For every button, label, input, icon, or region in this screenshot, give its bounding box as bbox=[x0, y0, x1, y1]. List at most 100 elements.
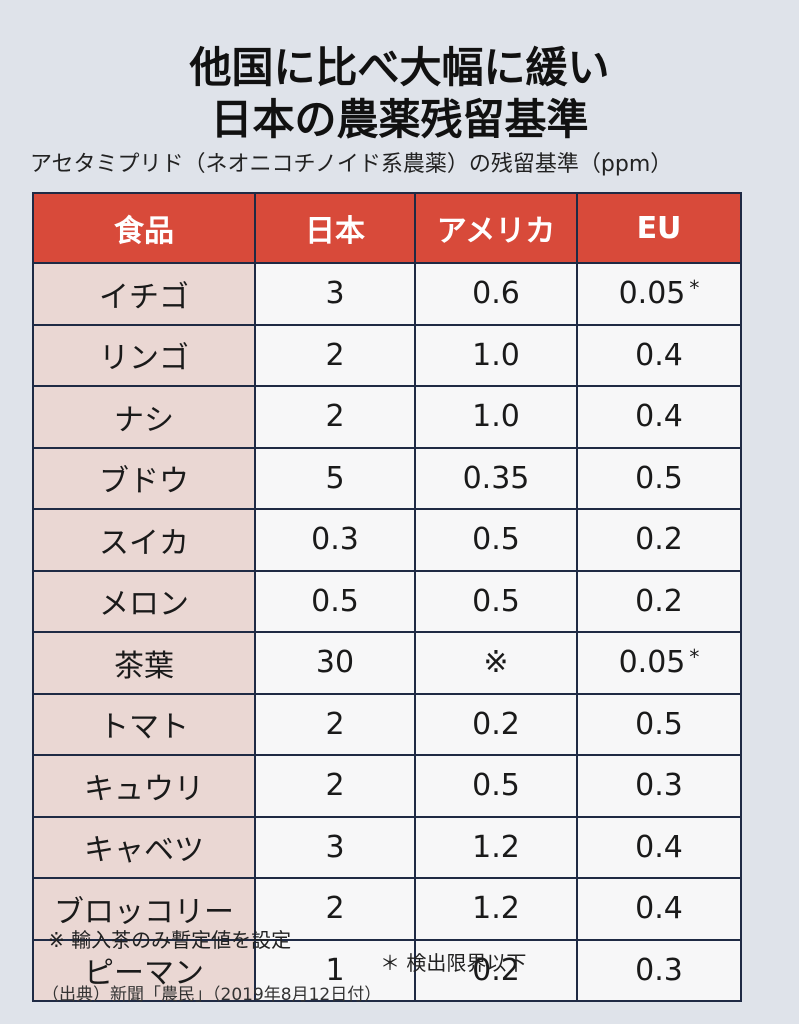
food-cell-text: ピーマン bbox=[84, 956, 204, 992]
food-cell-text: ブロッコリー bbox=[54, 894, 234, 930]
japan-value-cell: 30 bbox=[254, 631, 416, 695]
food-cell: ピーマン bbox=[32, 938, 256, 1002]
food-cell-text: ナシ bbox=[114, 402, 174, 438]
header-food: 食品 bbox=[32, 192, 256, 264]
japan-value-cell: 2 bbox=[254, 323, 416, 387]
table-row: スイカ 0.3 0.5 0.2 bbox=[32, 508, 742, 572]
usa-value-cell: 1.0 bbox=[414, 323, 578, 387]
eu-value-cell-text: 0.4 bbox=[635, 399, 683, 435]
eu-value-cell-text: 0.4 bbox=[635, 337, 683, 373]
page-title: 他国に比べ大幅に緩い 日本の農薬残留基準 bbox=[0, 42, 799, 146]
usa-value-cell-text: 0.5 bbox=[472, 768, 520, 804]
eu-value-cell-text: 0.2 bbox=[635, 522, 683, 558]
eu-value-cell-text: 0.4 bbox=[635, 891, 683, 927]
eu-value-cell: 0.5 bbox=[576, 692, 742, 756]
eu-value-cell: 0.05 * bbox=[576, 631, 742, 695]
japan-value-cell: 3 bbox=[254, 815, 416, 879]
usa-value-cell-text: 0.2 bbox=[472, 706, 520, 742]
table-row: ナシ 2 1.0 0.4 bbox=[32, 385, 742, 449]
eu-value-cell-text: 0.5 bbox=[635, 460, 683, 496]
eu-value-cell: 0.3 bbox=[576, 754, 742, 818]
food-cell: ブドウ bbox=[32, 446, 256, 510]
usa-value-cell: 0.5 bbox=[414, 754, 578, 818]
usa-value-cell: 0.5 bbox=[414, 569, 578, 633]
japan-value-cell: 3 bbox=[254, 262, 416, 326]
header-eu: EU bbox=[576, 192, 742, 264]
usa-value-cell: 1.0 bbox=[414, 385, 578, 449]
usa-value-cell-text: 0.6 bbox=[472, 276, 520, 312]
usa-value-cell-text: 0.2 bbox=[472, 952, 520, 988]
usa-value-cell: 0.6 bbox=[414, 262, 578, 326]
japan-value-cell-text: 2 bbox=[325, 706, 345, 742]
eu-value-cell: 0.4 bbox=[576, 323, 742, 387]
japan-value-cell-text: 3 bbox=[325, 276, 345, 312]
eu-value-cell-text: 0.05 bbox=[618, 276, 686, 312]
eu-value-cell: 0.4 bbox=[576, 877, 742, 941]
footnote-detection-limit: ＊ 検出限界以下 bbox=[380, 951, 527, 975]
eu-value-cell-text: 0.2 bbox=[635, 583, 683, 619]
japan-value-cell-text: 0.5 bbox=[311, 583, 359, 619]
japan-value-cell-text: 0.3 bbox=[311, 522, 359, 558]
usa-value-cell-text: 1.0 bbox=[472, 399, 520, 435]
japan-value-cell: 0.5 bbox=[254, 569, 416, 633]
food-cell-text: 茶葉 bbox=[114, 648, 174, 684]
japan-value-cell-text: 2 bbox=[325, 337, 345, 373]
food-cell-text: トマト bbox=[99, 710, 189, 746]
japan-value-cell: 1 bbox=[254, 938, 416, 1002]
japan-value-cell-text: 30 bbox=[315, 645, 355, 681]
japan-value-cell: 0.3 bbox=[254, 508, 416, 572]
source-citation: （出典）新聞「農民」（2019年8月12日付） bbox=[42, 985, 382, 1005]
food-cell: ナシ bbox=[32, 385, 256, 449]
table-row: トマト 2 0.2 0.5 bbox=[32, 692, 742, 756]
usa-value-cell-text: 0.5 bbox=[472, 583, 520, 619]
food-cell: イチゴ bbox=[32, 262, 256, 326]
usa-value-cell-text: 0.35 bbox=[462, 460, 530, 496]
japan-value-cell-text: 1 bbox=[325, 952, 345, 988]
usa-value-cell: ※ bbox=[414, 631, 578, 695]
detection-limit-mark: * bbox=[689, 645, 700, 670]
japan-value-cell: 2 bbox=[254, 692, 416, 756]
eu-value-cell: 0.4 bbox=[576, 385, 742, 449]
usa-value-cell: 0.2 bbox=[414, 938, 578, 1002]
food-cell: メロン bbox=[32, 569, 256, 633]
eu-value-cell: 0.3 bbox=[576, 938, 742, 1002]
table-row: キャベツ 3 1.2 0.4 bbox=[32, 815, 742, 879]
eu-value-cell-text: 0.3 bbox=[635, 768, 683, 804]
header-usa: アメリカ bbox=[414, 192, 578, 264]
japan-value-cell: 2 bbox=[254, 385, 416, 449]
usa-value-cell: 0.35 bbox=[414, 446, 578, 510]
table-row: ブドウ 5 0.35 0.5 bbox=[32, 446, 742, 510]
detection-limit-mark: * bbox=[689, 276, 700, 301]
eu-value-cell-text: 0.05 bbox=[618, 645, 686, 681]
header-japan: 日本 bbox=[254, 192, 416, 264]
food-cell-text: イチゴ bbox=[99, 279, 189, 315]
food-cell: リンゴ bbox=[32, 323, 256, 387]
usa-value-cell: 0.2 bbox=[414, 692, 578, 756]
eu-value-cell: 0.05 * bbox=[576, 262, 742, 326]
usa-value-cell: 0.5 bbox=[414, 508, 578, 572]
food-cell-text: スイカ bbox=[99, 525, 189, 561]
residue-standards-table: 食品 日本 アメリカ EU イチゴ 3 0.6 0.05 * リンゴ 2 1.0 0.4 ナシ 2 1… bbox=[32, 192, 742, 1002]
usa-value-cell-text: 1.2 bbox=[472, 829, 520, 865]
table-row: ピーマン 1 0.2 0.3 bbox=[32, 938, 742, 1002]
table-row: イチゴ 3 0.6 0.05 * bbox=[32, 262, 742, 326]
eu-value-cell: 0.4 bbox=[576, 815, 742, 879]
usa-value-cell-text: ※ bbox=[483, 645, 509, 681]
japan-value-cell: 2 bbox=[254, 877, 416, 941]
food-cell: 茶葉 bbox=[32, 631, 256, 695]
footnote-import-tea: ※ 輸入茶のみ暫定値を設定 bbox=[48, 928, 292, 952]
food-cell-text: キャベツ bbox=[84, 833, 204, 869]
eu-value-cell: 0.2 bbox=[576, 508, 742, 572]
eu-value-cell-text: 0.3 bbox=[635, 952, 683, 988]
usa-value-cell: 1.2 bbox=[414, 877, 578, 941]
title-line-2: 日本の農薬残留基準 bbox=[210, 95, 589, 144]
eu-value-cell-text: 0.4 bbox=[635, 829, 683, 865]
japan-value-cell-text: 2 bbox=[325, 399, 345, 435]
food-cell-text: キュウリ bbox=[84, 771, 204, 807]
food-cell-text: リンゴ bbox=[99, 341, 189, 377]
usa-value-cell-text: 1.2 bbox=[472, 891, 520, 927]
food-cell: トマト bbox=[32, 692, 256, 756]
eu-value-cell-text: 0.5 bbox=[635, 706, 683, 742]
japan-value-cell: 2 bbox=[254, 754, 416, 818]
